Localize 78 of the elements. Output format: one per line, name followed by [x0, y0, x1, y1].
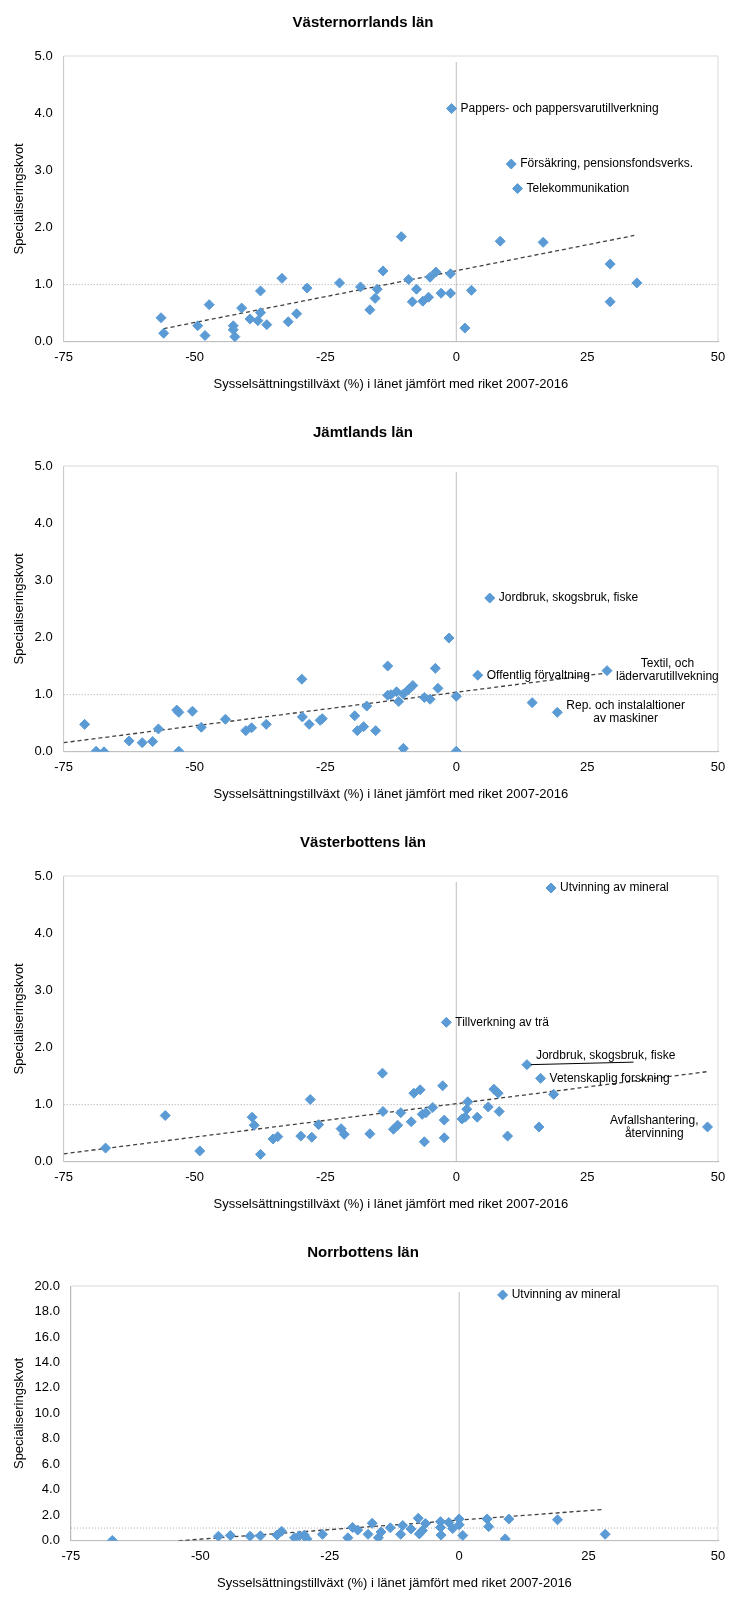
y-axis-title: Specialiseringskvot	[11, 552, 27, 665]
y-axis-title: Specialiseringskvot	[11, 962, 27, 1075]
y-tick-label: 18.0	[34, 1303, 60, 1319]
y-tick-label: 3.0	[34, 161, 53, 177]
y-tick-label: 8.0	[41, 1430, 60, 1446]
y-tick-label: 20.0	[34, 1277, 60, 1293]
y-axis-title: Specialiseringskvot	[11, 142, 27, 255]
y-tick-label: 3.0	[34, 981, 53, 997]
x-tick-label: -25	[316, 349, 335, 365]
y-tick-label: 5.0	[34, 47, 53, 63]
x-tick-label: -50	[190, 1548, 210, 1564]
y-tick-label: 6.0	[41, 1455, 60, 1471]
x-tick-label: 50	[710, 1169, 726, 1185]
y-tick-label: 4.0	[34, 924, 53, 940]
x-tick-label: 50	[710, 1548, 726, 1564]
x-axis-title: Sysselsättningstillväxt (%) i länet jämfört med riket 2007-2016	[217, 1574, 572, 1590]
y-tick-label: 2.0	[34, 629, 53, 645]
annotation: Pappers- och pappersvarutillverkning	[460, 100, 659, 115]
annotation: Jordbruk, skogsbruk, fiske	[535, 1047, 676, 1062]
annotation: Utvinning av mineral	[560, 880, 669, 895]
y-tick-label: 2.0	[34, 1039, 53, 1055]
x-tick-label: -25	[316, 1169, 335, 1185]
chart-title: Jämtlands län	[312, 423, 414, 441]
y-tick-label: 4.0	[34, 104, 53, 120]
annotation: Avfallshantering, återvinning	[610, 1112, 699, 1140]
y-tick-label: 4.0	[34, 514, 53, 530]
x-tick-label: 50	[710, 759, 726, 775]
annotation: Försäkring, pensionsfondsverks.	[520, 156, 693, 171]
y-tick-label: 2.0	[41, 1506, 60, 1522]
x-tick-label: 0	[452, 1169, 460, 1185]
y-tick-label: 1.0	[34, 686, 53, 702]
x-tick-label: 25	[579, 759, 595, 775]
x-tick-label: 0	[452, 759, 460, 775]
annotation: Tillverkning av trä	[455, 1014, 550, 1029]
y-tick-label: 4.0	[41, 1481, 60, 1497]
chart-title: Västerbottens län	[300, 833, 426, 851]
x-tick-label: -50	[185, 349, 204, 365]
x-tick-label: -25	[316, 759, 335, 775]
x-tick-label: 0	[452, 349, 460, 365]
y-tick-label: 10.0	[34, 1404, 60, 1420]
annotation: Jordbruk, skogsbruk, fiske	[498, 590, 639, 605]
y-tick-label: 5.0	[34, 867, 53, 883]
y-tick-label: 16.0	[34, 1328, 60, 1344]
x-tick-label: -75	[61, 1548, 81, 1564]
y-tick-label: 0.0	[34, 1153, 53, 1169]
chart-title: Västernorrlands län	[292, 13, 434, 31]
annotation: Rep. och instalaltioner av maskiner	[566, 698, 686, 726]
x-tick-label: 50	[710, 349, 726, 365]
y-tick-label: 0.0	[34, 743, 53, 759]
x-tick-label: 0	[455, 1548, 463, 1564]
x-tick-label: 25	[579, 1169, 595, 1185]
x-tick-label: -50	[185, 759, 204, 775]
chart-title: Norrbottens län	[307, 1243, 419, 1261]
y-tick-label: 2.0	[34, 219, 53, 235]
annotation: Vetenskaplig forskning	[549, 1070, 670, 1085]
x-axis-title: Sysselsättningstillväxt (%) i länet jämfört med riket 2007-2016	[213, 1195, 569, 1211]
y-axis-title: Specialiseringskvot	[11, 1357, 27, 1470]
x-tick-label: 25	[579, 349, 595, 365]
y-tick-label: 12.0	[34, 1379, 60, 1395]
y-tick-label: 1.0	[34, 276, 53, 292]
y-tick-label: 1.0	[34, 1096, 53, 1112]
x-tick-label: -25	[320, 1548, 340, 1564]
y-tick-label: 0.0	[34, 333, 53, 349]
x-axis-title: Sysselsättningstillväxt (%) i länet jämfört med riket 2007-2016	[213, 375, 569, 391]
y-tick-label: 14.0	[34, 1354, 60, 1370]
x-tick-label: -75	[54, 1169, 74, 1185]
x-tick-label: -75	[54, 349, 74, 365]
annotation: Offentlig förvaltning	[486, 667, 590, 682]
y-tick-label: 0.0	[41, 1532, 60, 1548]
y-tick-label: 5.0	[34, 457, 53, 473]
annotation: Utvinning av mineral	[511, 1287, 621, 1302]
annotation: Textil, och lädervarutillvekning	[616, 656, 719, 684]
y-tick-label: 3.0	[34, 571, 53, 587]
annotation: Telekommunikation	[526, 180, 630, 195]
x-axis-title: Sysselsättningstillväxt (%) i länet jämfört med riket 2007-2016	[213, 785, 569, 801]
x-tick-label: 25	[581, 1548, 596, 1564]
x-tick-label: -50	[185, 1169, 204, 1185]
x-tick-label: -75	[54, 759, 74, 775]
